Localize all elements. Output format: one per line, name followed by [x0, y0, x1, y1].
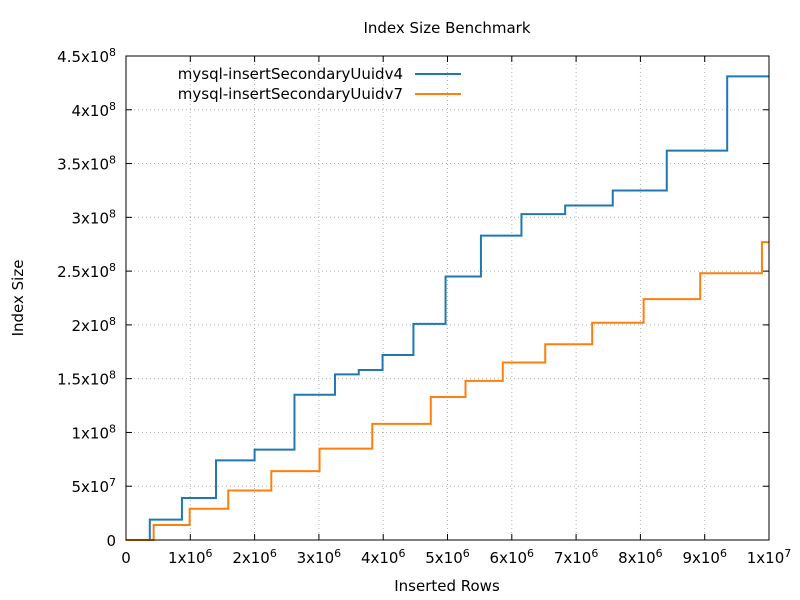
x-tick-label-exponent: 6	[463, 547, 470, 560]
y-tick-label: 1x108	[71, 422, 116, 442]
x-tick-label: 4x106	[361, 547, 406, 567]
x-tick-label-mantissa: 5x10	[425, 549, 463, 567]
x-tick-label-exponent: 6	[720, 547, 727, 560]
x-tick-label: 2x106	[232, 547, 277, 567]
series-layer	[126, 75, 769, 541]
y-tick-label: 2.5x108	[57, 261, 116, 281]
x-tick-label-mantissa: 9x10	[682, 549, 720, 567]
chart-title: Index Size Benchmark	[363, 19, 530, 37]
x-tick-label: 0	[121, 549, 131, 567]
y-tick-label: 5x107	[71, 476, 116, 496]
grid	[126, 56, 769, 540]
x-tick-labels: 0 1x106 2x106 3x106 4x106 5x106 6x106 7x106 8x10…	[121, 547, 791, 567]
y-tick-label-exponent: 8	[109, 100, 116, 113]
y-tick-label-exponent: 8	[109, 207, 116, 220]
y-tick-label-exponent: 8	[109, 422, 116, 435]
y-tick-label-mantissa: 0	[106, 532, 116, 550]
y-tick-label-mantissa: 4x10	[71, 102, 109, 120]
x-tick-label-mantissa: 4x10	[361, 549, 399, 567]
x-axis-label: Inserted Rows	[394, 577, 500, 595]
y-tick-label-mantissa: 3.5x10	[57, 156, 109, 174]
x-tick-label-mantissa: 7x10	[554, 549, 592, 567]
x-tick-label-mantissa: 3x10	[297, 549, 335, 567]
x-tick-label: 7x106	[554, 547, 599, 567]
y-tick-label: 2x108	[71, 315, 116, 335]
x-tick-label: 3x106	[297, 547, 342, 567]
y-tick-label-exponent: 8	[109, 261, 116, 274]
y-tick-label-mantissa: 1x10	[71, 424, 109, 442]
x-tick-label: 1x107	[747, 547, 792, 567]
y-tick-label-mantissa: 5x10	[71, 478, 109, 496]
legend-label-1: mysql-insertSecondaryUuidv4	[178, 65, 403, 83]
x-tick-label-exponent: 6	[270, 547, 277, 560]
ticks	[125, 55, 770, 541]
y-tick-label-mantissa: 2x10	[71, 317, 109, 335]
x-tick-label-mantissa: 6x10	[490, 549, 528, 567]
x-tick-label-exponent: 6	[591, 547, 598, 560]
x-tick-label-mantissa: 0	[121, 549, 131, 567]
y-tick-labels: 05x1071x1081.5x1082x1082.5x1083x1083.5x1…	[57, 46, 116, 550]
y-tick-label-mantissa: 2.5x10	[57, 263, 109, 281]
x-tick-label-exponent: 7	[784, 547, 791, 560]
x-tick-label-mantissa: 1x10	[747, 549, 785, 567]
y-tick-label: 4x108	[71, 100, 116, 120]
x-tick-label-exponent: 6	[206, 547, 213, 560]
x-tick-label-exponent: 6	[527, 547, 534, 560]
y-tick-label-mantissa: 3x10	[71, 209, 109, 227]
y-tick-label-mantissa: 1.5x10	[57, 371, 109, 389]
y-tick-label: 4.5x108	[57, 46, 116, 66]
x-tick-label: 1x106	[168, 547, 213, 567]
x-tick-label: 5x106	[425, 547, 470, 567]
y-axis-label: Index Size	[9, 260, 27, 337]
series-line-2	[126, 241, 769, 541]
x-tick-label-exponent: 6	[656, 547, 663, 560]
x-tick-label: 8x106	[618, 547, 663, 567]
y-tick-label-exponent: 8	[109, 154, 116, 167]
y-tick-label: 1.5x108	[57, 369, 116, 389]
y-tick-label: 3.5x108	[57, 154, 116, 174]
legend-label-2: mysql-insertSecondaryUuidv7	[178, 85, 403, 103]
y-tick-label-exponent: 8	[109, 315, 116, 328]
x-tick-label-mantissa: 8x10	[618, 549, 656, 567]
y-tick-label-exponent: 7	[109, 476, 116, 489]
x-tick-label-mantissa: 1x10	[168, 549, 206, 567]
legend: mysql-insertSecondaryUuidv4 mysql-insertS…	[178, 65, 461, 103]
y-tick-label-exponent: 8	[109, 369, 116, 382]
x-tick-label: 6x106	[490, 547, 535, 567]
y-tick-label: 3x108	[71, 207, 116, 227]
x-tick-label-exponent: 6	[334, 547, 341, 560]
y-tick-label-exponent: 8	[109, 46, 116, 59]
x-tick-label-mantissa: 2x10	[232, 549, 270, 567]
series-line-1	[126, 75, 769, 541]
x-tick-label-exponent: 6	[398, 547, 405, 560]
x-tick-label: 9x106	[682, 547, 727, 567]
y-tick-label: 0	[106, 532, 116, 550]
y-tick-label-mantissa: 4.5x10	[57, 48, 109, 66]
